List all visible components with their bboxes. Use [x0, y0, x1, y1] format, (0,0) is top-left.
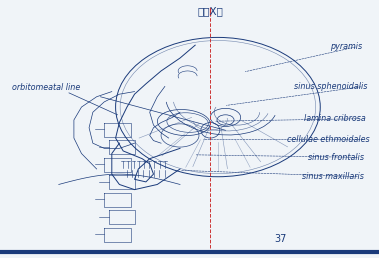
Text: sinus sphenoidalis: sinus sphenoidalis [294, 82, 368, 91]
Text: lamina cribrosa: lamina cribrosa [304, 114, 366, 123]
Text: pyramis: pyramis [330, 42, 362, 51]
Text: sinus frontalis: sinus frontalis [308, 153, 364, 162]
Text: 37: 37 [274, 234, 287, 244]
Text: sinus maxillaris: sinus maxillaris [302, 172, 364, 181]
Text: 중심X선: 중심X선 [197, 6, 223, 17]
Text: orbitomeatal line: orbitomeatal line [12, 83, 80, 92]
Text: cellulae ethmoidales: cellulae ethmoidales [287, 135, 370, 144]
